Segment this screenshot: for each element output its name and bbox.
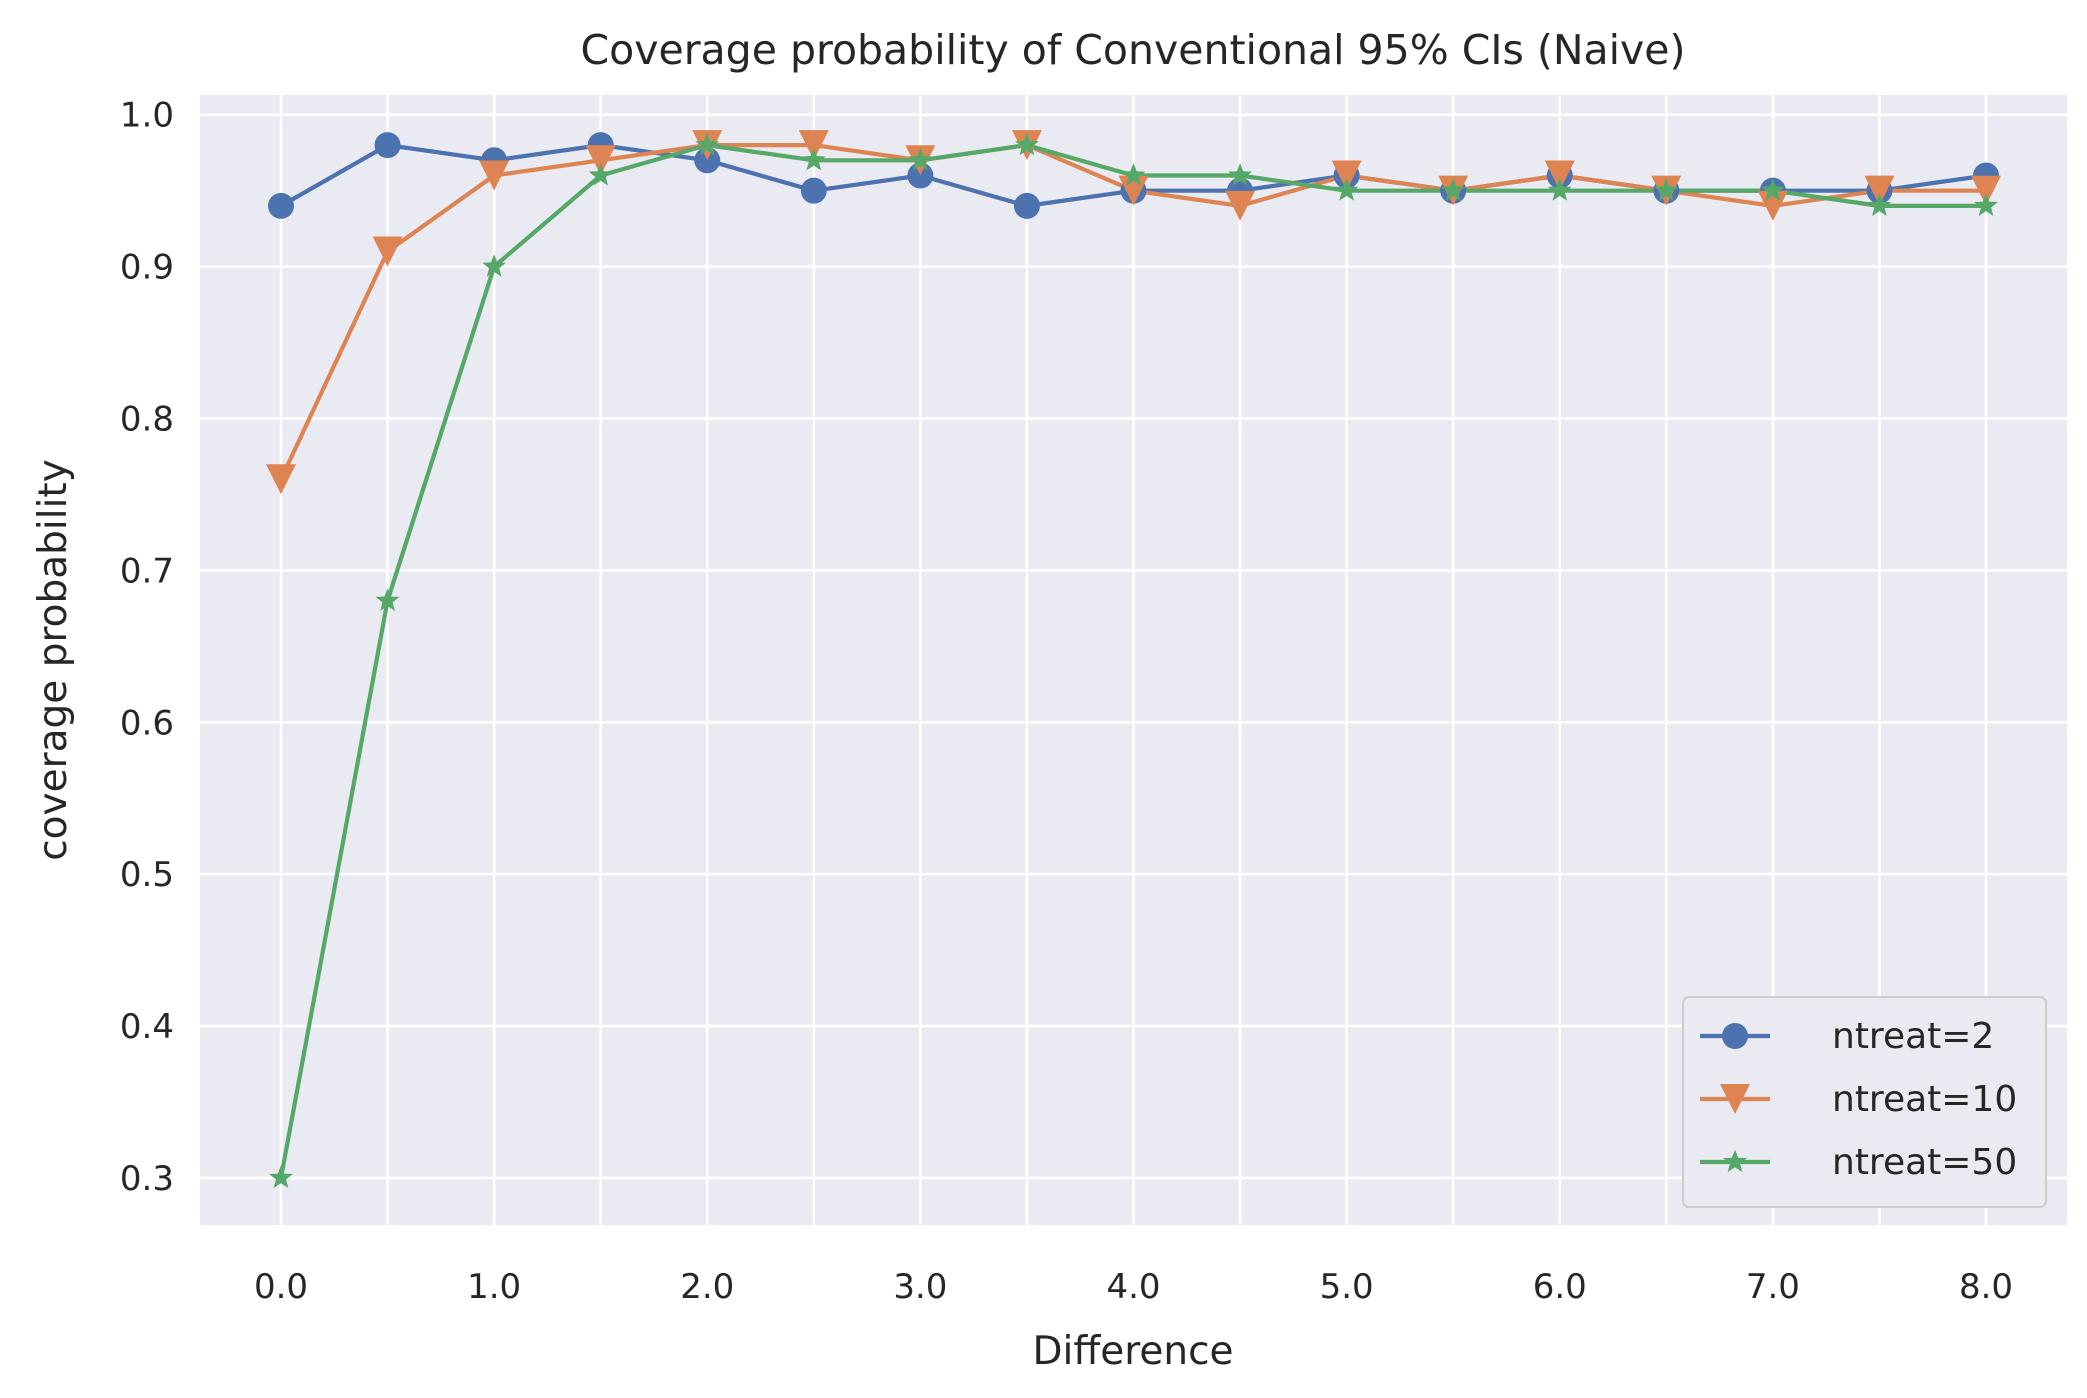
data-point — [372, 236, 403, 267]
x-tick-label: 6.0 — [1533, 1267, 1587, 1307]
data-point — [1544, 160, 1575, 191]
series-markers-3 — [269, 132, 1998, 1189]
x-tick-label: 8.0 — [1959, 1267, 2013, 1307]
y-tick-label: 0.3 — [120, 1159, 174, 1199]
data-point — [265, 464, 296, 495]
data-point — [375, 588, 400, 611]
x-tick-label: 4.0 — [1106, 1267, 1160, 1307]
x-tick-label: 3.0 — [893, 1267, 947, 1307]
legend-item: ntreat=50 — [1700, 1142, 2017, 1183]
y-tick-label: 1.0 — [120, 96, 174, 136]
data-point — [1547, 178, 1572, 201]
data-point — [1121, 163, 1146, 186]
legend-item: ntreat=10 — [1700, 1079, 2017, 1120]
y-tick-labels: 0.3 0.4 0.5 0.6 0.7 0.8 0.9 1.0 — [120, 96, 174, 1199]
data-point — [1864, 175, 1895, 206]
legend-entries: ntreat=2 ntreat=10 ntreat=50 — [1700, 1016, 2017, 1183]
y-axis-label: coverage probability — [31, 459, 76, 861]
data-point — [1015, 132, 1039, 156]
x-tick-label: 5.0 — [1320, 1267, 1374, 1307]
y-tick-label: 0.5 — [120, 855, 174, 895]
legend-label: ntreat=50 — [1832, 1142, 2017, 1183]
legend-item: ntreat=2 — [1700, 1016, 1994, 1057]
data-point — [1971, 175, 2002, 206]
data-point — [1225, 190, 1256, 221]
data-point — [695, 132, 720, 156]
x-tick-label: 1.0 — [467, 1267, 521, 1307]
data-point — [1228, 163, 1252, 186]
data-point — [585, 145, 616, 176]
legend: ntreat=2 ntreat=10 ntreat=50 — [1682, 996, 2047, 1208]
data-point — [1757, 190, 1788, 221]
data-point — [374, 132, 401, 159]
data-point — [1334, 178, 1359, 201]
x-tick-label: 2.0 — [680, 1267, 734, 1307]
x-tick-label: 0.0 — [254, 1267, 308, 1307]
x-tick-label: 7.0 — [1746, 1267, 1800, 1307]
data-point — [1441, 178, 1466, 201]
legend-marker — [1722, 1023, 1748, 1049]
data-point — [800, 177, 827, 204]
legend-marker — [1723, 1149, 1747, 1173]
legend-label: ntreat=10 — [1832, 1079, 2017, 1120]
data-point — [588, 163, 613, 186]
y-tick-label: 0.7 — [120, 551, 174, 591]
data-point — [269, 1165, 293, 1189]
x-axis-label: Difference — [1032, 1329, 1233, 1374]
data-point — [479, 160, 510, 191]
x-tick-labels: 0.0 1.0 2.0 3.0 4.0 5.0 6.0 7.0 8.0 — [254, 1267, 2013, 1307]
data-point — [1013, 192, 1040, 219]
data-point — [801, 147, 826, 171]
data-point — [1974, 193, 1998, 216]
data-point — [798, 130, 829, 161]
data-point — [267, 192, 294, 219]
data-point — [1761, 178, 1785, 201]
data-point — [1118, 175, 1149, 206]
y-tick-label: 0.4 — [120, 1007, 174, 1047]
chart-title: Coverage probability of Conventional 95%… — [581, 26, 1686, 74]
legend-label: ntreat=2 — [1832, 1016, 1994, 1057]
y-tick-label: 0.9 — [120, 248, 174, 288]
y-tick-label: 0.6 — [120, 703, 174, 743]
data-point — [1331, 160, 1362, 191]
data-point — [1654, 178, 1679, 201]
data-point — [1867, 193, 1892, 216]
data-point — [908, 147, 933, 171]
legend-marker — [1720, 1084, 1750, 1114]
data-point — [482, 254, 506, 277]
legend-box — [1682, 996, 2047, 1208]
series-markers — [265, 130, 2002, 1189]
y-tick-label: 0.8 — [120, 400, 174, 440]
